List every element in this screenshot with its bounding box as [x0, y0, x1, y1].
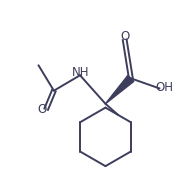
- Text: OH: OH: [156, 81, 174, 94]
- Text: O: O: [121, 30, 130, 43]
- Text: NH: NH: [72, 66, 90, 79]
- Text: O: O: [37, 103, 46, 116]
- Polygon shape: [105, 75, 134, 104]
